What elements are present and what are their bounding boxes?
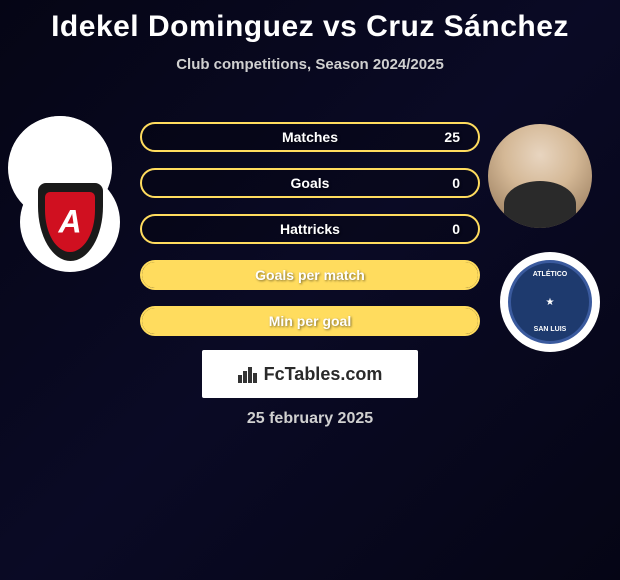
stat-value-right: 0: [452, 175, 460, 191]
star-icon: ★: [546, 297, 555, 308]
avatar-placeholder-icon: [8, 116, 112, 164]
fctables-watermark: FcTables.com: [202, 350, 418, 398]
stat-row: Matches 25: [140, 122, 480, 152]
stat-row: Hattricks 0: [140, 214, 480, 244]
stat-label: Min per goal: [269, 313, 351, 329]
club-left-letter: A: [58, 204, 81, 241]
stat-value-right: 25: [444, 129, 460, 145]
fctables-label: FcTables.com: [264, 364, 383, 385]
stat-row: Goals 0: [140, 168, 480, 198]
stat-label: Hattricks: [280, 221, 340, 237]
stat-value-right: 0: [452, 221, 460, 237]
stats-list: Matches 25 Goals 0 Hattricks 0 Goals per match…: [140, 122, 480, 352]
chart-icon: [238, 365, 258, 383]
stat-row: Goals per match: [140, 260, 480, 290]
stat-row: Min per goal: [140, 306, 480, 336]
club-right-badge: ATLÉTICO ★ SAN LUIS: [500, 252, 600, 352]
stat-label: Goals per match: [255, 267, 365, 283]
club-right-text-bottom: SAN LUIS: [534, 326, 567, 333]
shield-icon: A: [38, 183, 103, 261]
comparison-date: 25 february 2025: [0, 410, 620, 428]
comparison-title: Idekel Dominguez vs Cruz Sánchez: [0, 0, 620, 44]
comparison-subtitle: Club competitions, Season 2024/2025: [0, 56, 620, 73]
player-right-avatar: [488, 124, 592, 228]
stat-label: Matches: [282, 129, 338, 145]
stat-label: Goals: [291, 175, 330, 191]
club-right-circle-icon: ATLÉTICO ★ SAN LUIS: [508, 260, 592, 344]
club-left-badge: A: [20, 172, 120, 272]
club-right-text-top: ATLÉTICO: [533, 271, 567, 278]
